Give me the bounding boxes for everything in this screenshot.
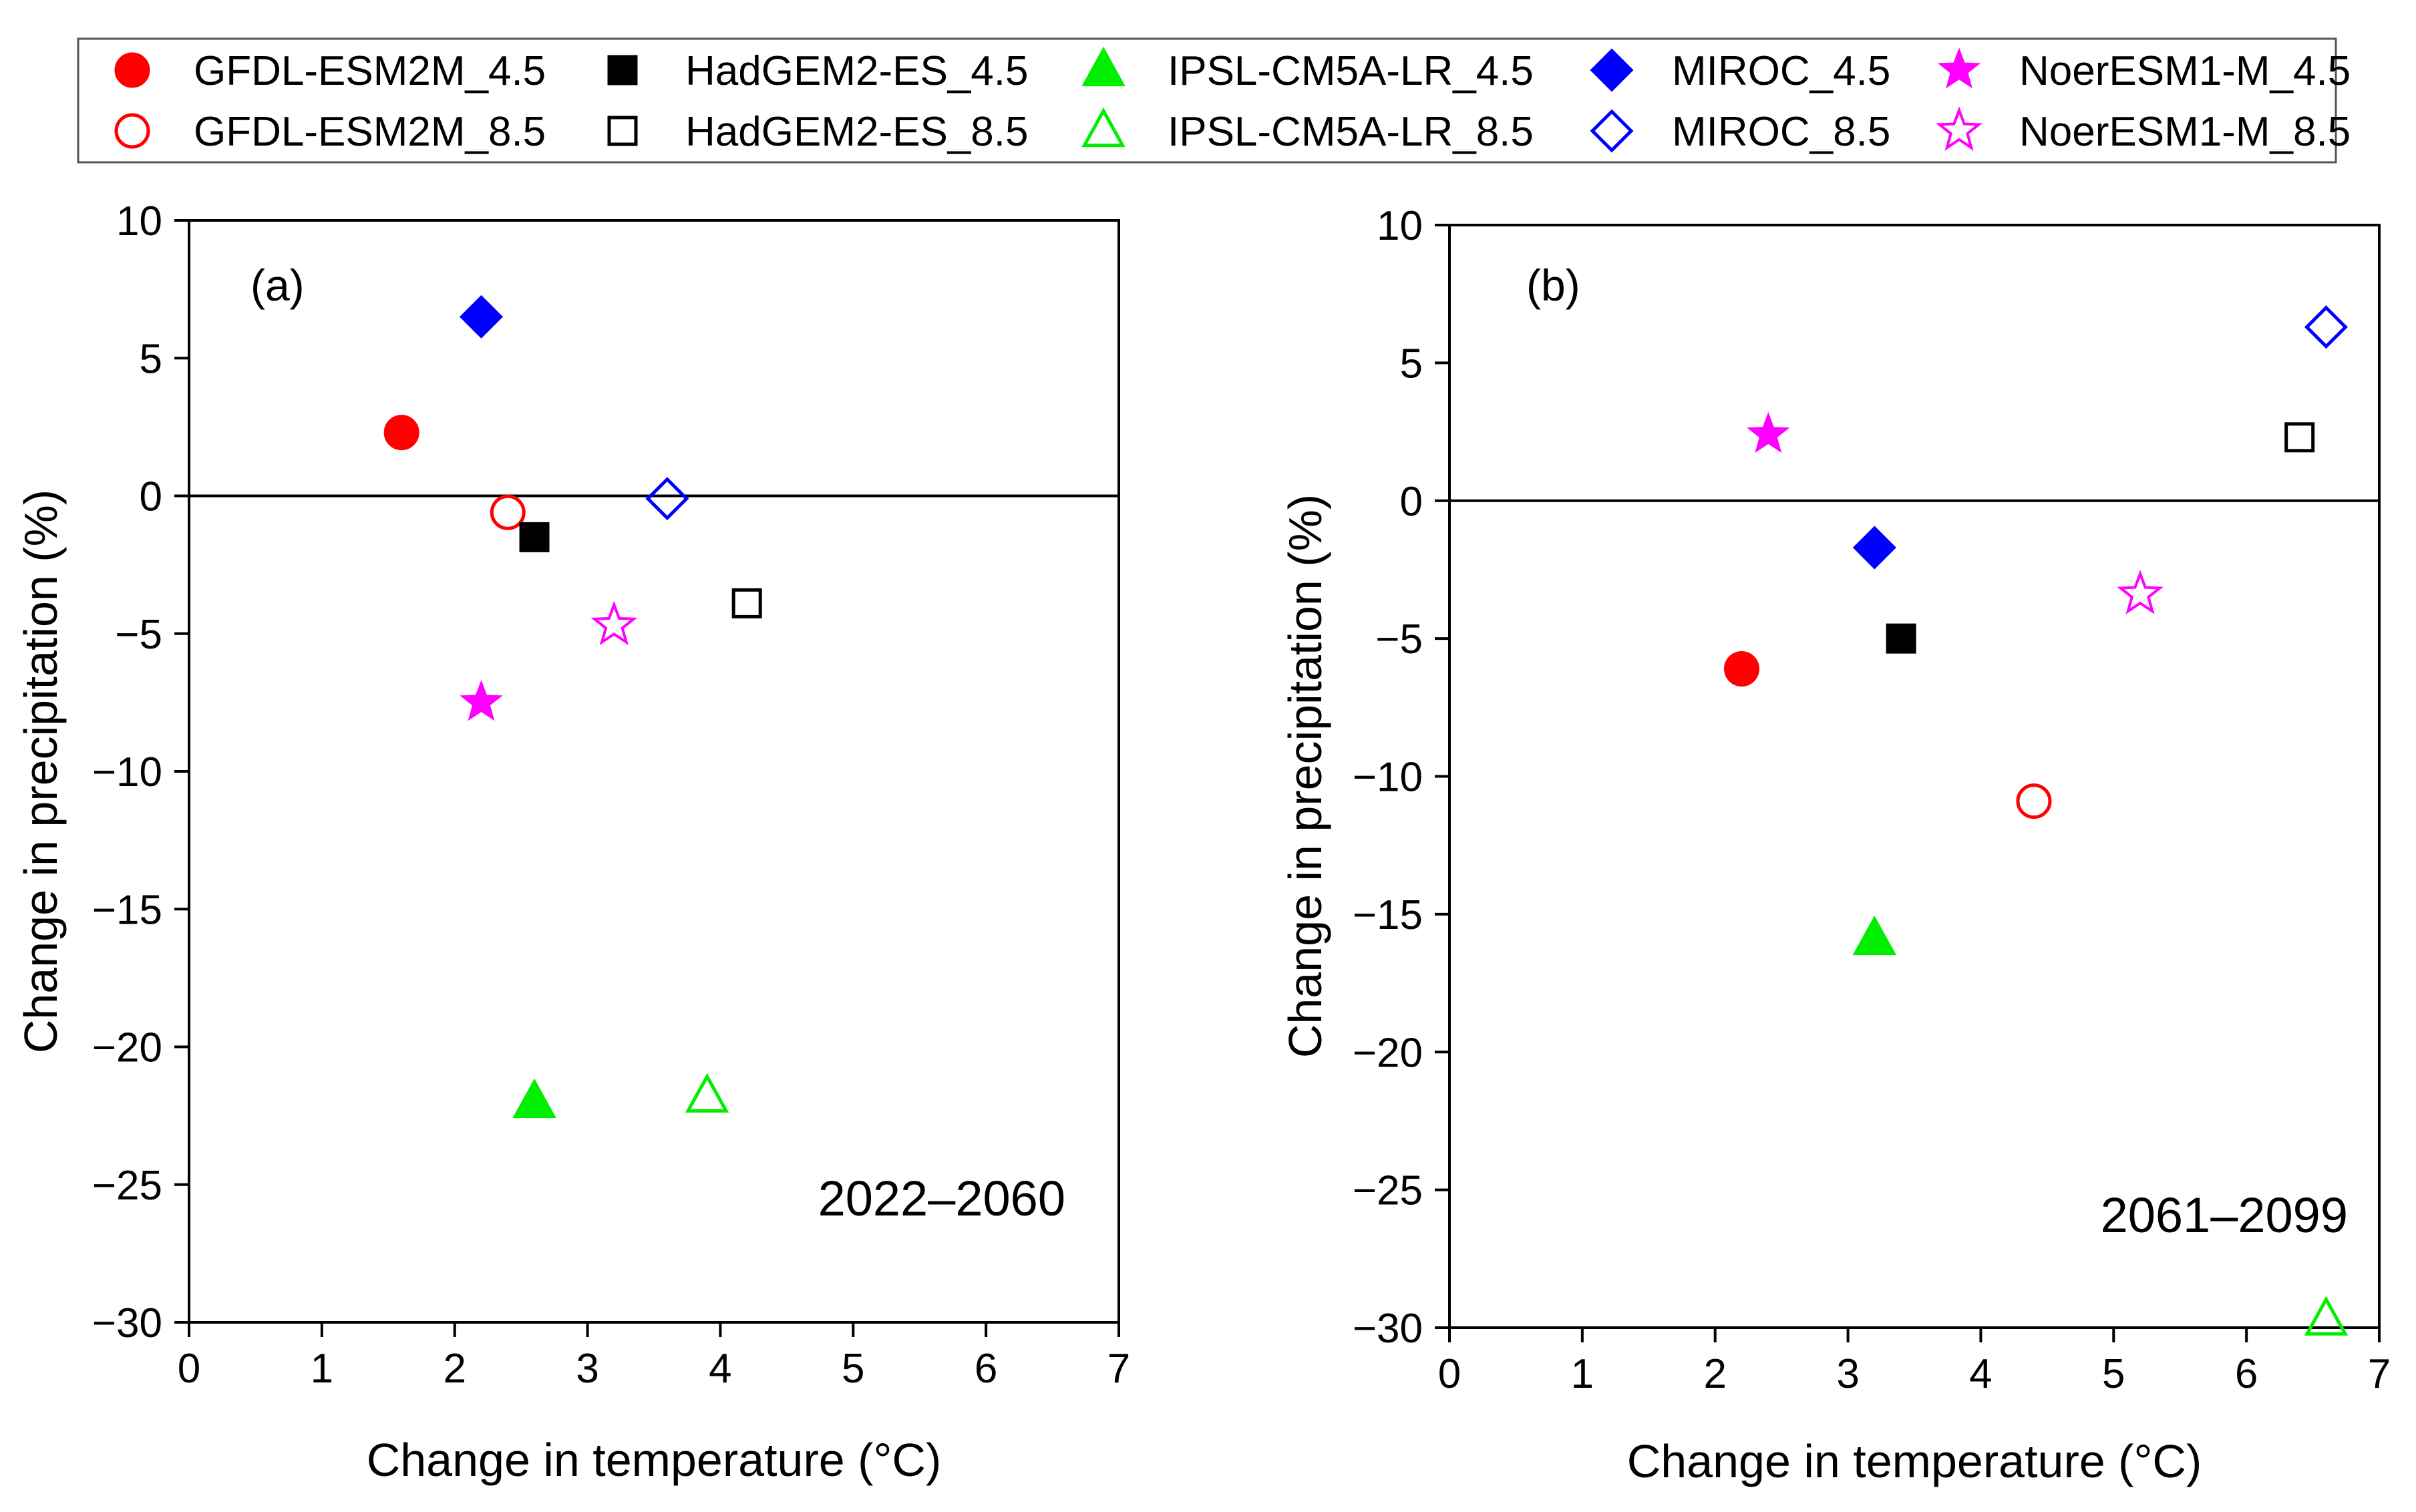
legend-marker-noeresm1-m-4-5 [1937, 47, 1981, 89]
plot-frame [188, 219, 1120, 1324]
data-point-miroc-4-5 [1852, 526, 1896, 570]
x-tick-label: 5 [842, 1346, 864, 1392]
y-tick-label: 0 [140, 474, 162, 520]
data-point-ipsl-cm5a-lr-8-5 [685, 1073, 729, 1113]
legend-label-noeresm1-m-4-5: NoerESM1-M_4.5 [2019, 48, 2351, 94]
x-tick-label: 6 [2235, 1351, 2258, 1397]
legend-label-ipsl-cm5a-lr-4-5: IPSL-CM5A-LR_4.5 [1168, 48, 1534, 94]
data-point-ipsl-cm5a-lr-8-5 [2304, 1296, 2349, 1336]
legend-marker-miroc-8-5 [1590, 109, 1634, 153]
legend-label-miroc-4-5: MIROC_4.5 [1672, 48, 1890, 94]
y-tick-label: 5 [140, 336, 162, 382]
data-point-noeresm1-m-8-5 [590, 600, 638, 646]
legend-label-gfdl-esm2m-8-5: GFDL-ESM2M_8.5 [194, 109, 546, 155]
legend-marker-ipsl-cm5a-lr-8-5 [1081, 107, 1126, 148]
data-point-hadgem2-es-4-5 [519, 522, 550, 552]
data-point-hadgem2-es-4-5 [1886, 623, 1916, 654]
legend-marker-ipsl-cm5a-lr-4-5 [1081, 46, 1126, 87]
data-point-gfdl-esm2m-4-5 [383, 415, 419, 451]
y-tick-label: −30 [1353, 1306, 1423, 1352]
x-tick-label: 4 [1969, 1351, 1992, 1397]
y-tick-label: −10 [92, 749, 162, 795]
y-tick-label: −20 [92, 1025, 162, 1071]
y-axis-title: Change in precipitation (%) [15, 490, 67, 1053]
y-tick-label: −20 [1353, 1030, 1423, 1076]
y-tick-label: 10 [116, 198, 162, 244]
legend-label-hadgem2-es-4-5: HadGEM2-ES_4.5 [685, 48, 1028, 94]
x-tick-label: 7 [1107, 1346, 1130, 1392]
x-tick-label: 0 [178, 1346, 200, 1392]
period-label: 2022–2060 [818, 1171, 1065, 1226]
x-tick-label: 0 [1438, 1351, 1461, 1397]
y-tick-label: 10 [1377, 203, 1423, 249]
data-point-gfdl-esm2m-4-5 [1723, 651, 1759, 687]
period-label: 2061–2099 [2101, 1187, 2348, 1243]
data-point-noeresm1-m-4-5 [1747, 411, 1790, 453]
x-tick-label: 2 [443, 1346, 466, 1392]
legend-marker-noeresm1-m-8-5 [1936, 106, 1982, 151]
data-point-hadgem2-es-8-5 [731, 588, 762, 618]
data-point-miroc-8-5 [2304, 305, 2348, 349]
y-tick-label: −30 [92, 1300, 162, 1346]
data-point-miroc-4-5 [459, 295, 504, 339]
x-tick-label: 5 [2102, 1351, 2125, 1397]
panel-label: (a) [250, 260, 305, 310]
x-axis-title: Change in temperature (°C) [1627, 1435, 2202, 1487]
x-tick-label: 1 [1571, 1351, 1594, 1397]
x-tick-label: 3 [1836, 1351, 1859, 1397]
y-tick-label: −10 [1353, 755, 1423, 801]
y-tick-label: 5 [1400, 341, 1423, 387]
data-point-gfdl-esm2m-8-5 [490, 494, 526, 530]
data-point-miroc-8-5 [645, 477, 689, 521]
y-tick-label: 0 [1400, 479, 1423, 525]
data-point-noeresm1-m-4-5 [460, 680, 503, 721]
panel-b: 0 1 2 3 4 5 6 7 10 5 0 −5 −10 −15 −20 −25 −30 Change in t… [1279, 203, 2391, 1487]
x-axis-title: Change in temperature (°C) [367, 1434, 942, 1486]
panel-a: 0 1 2 3 4 5 6 7 10 5 0 −5 −10 −15 −20 −25 −30 Change in t… [15, 198, 1130, 1486]
y-tick-label: −5 [1375, 616, 1423, 663]
legend-label-hadgem2-es-8-5: HadGEM2-ES_8.5 [685, 109, 1028, 155]
legend-label-noeresm1-m-8-5: NoerESM1-M_8.5 [2019, 109, 2351, 155]
y-tick-label: −25 [1353, 1168, 1423, 1214]
data-point-ipsl-cm5a-lr-4-5 [1852, 915, 1897, 956]
x-tick-label: 2 [1703, 1351, 1726, 1397]
legend-marker-hadgem2-es-4-5 [607, 55, 638, 85]
legend-marker-hadgem2-es-8-5 [607, 116, 638, 146]
legend-marker-gfdl-esm2m-8-5 [114, 113, 150, 149]
y-tick-label: −25 [92, 1163, 162, 1209]
y-tick-label: −15 [92, 887, 162, 933]
plot-frame [1448, 224, 2381, 1329]
x-tick-label: 6 [975, 1346, 997, 1392]
legend-label-miroc-8-5: MIROC_8.5 [1672, 109, 1890, 155]
data-point-gfdl-esm2m-8-5 [2016, 783, 2052, 819]
y-tick-label: −15 [1353, 892, 1423, 938]
y-axis-title: Change in precipitation (%) [1279, 494, 1331, 1058]
legend-marker-miroc-4-5 [1590, 48, 1634, 92]
data-point-noeresm1-m-8-5 [2117, 570, 2164, 614]
x-tick-label: 3 [576, 1346, 598, 1392]
data-point-hadgem2-es-8-5 [2284, 422, 2315, 453]
x-tick-label: 7 [2368, 1351, 2391, 1397]
legend: GFDL-ESM2M_4.5 HadGEM2-ES_4.5 IPSL-CM5A-LR… [77, 37, 2351, 164]
legend-label-gfdl-esm2m-4-5: GFDL-ESM2M_4.5 [194, 48, 546, 94]
legend-marker-gfdl-esm2m-4-5 [114, 52, 150, 88]
legend-label-ipsl-cm5a-lr-8-5: IPSL-CM5A-LR_8.5 [1168, 109, 1534, 155]
x-tick-label: 1 [311, 1346, 333, 1392]
x-tick-label: 4 [709, 1346, 731, 1392]
y-tick-label: −5 [115, 612, 162, 658]
data-point-ipsl-cm5a-lr-4-5 [512, 1078, 556, 1119]
panel-label: (b) [1526, 260, 1580, 310]
